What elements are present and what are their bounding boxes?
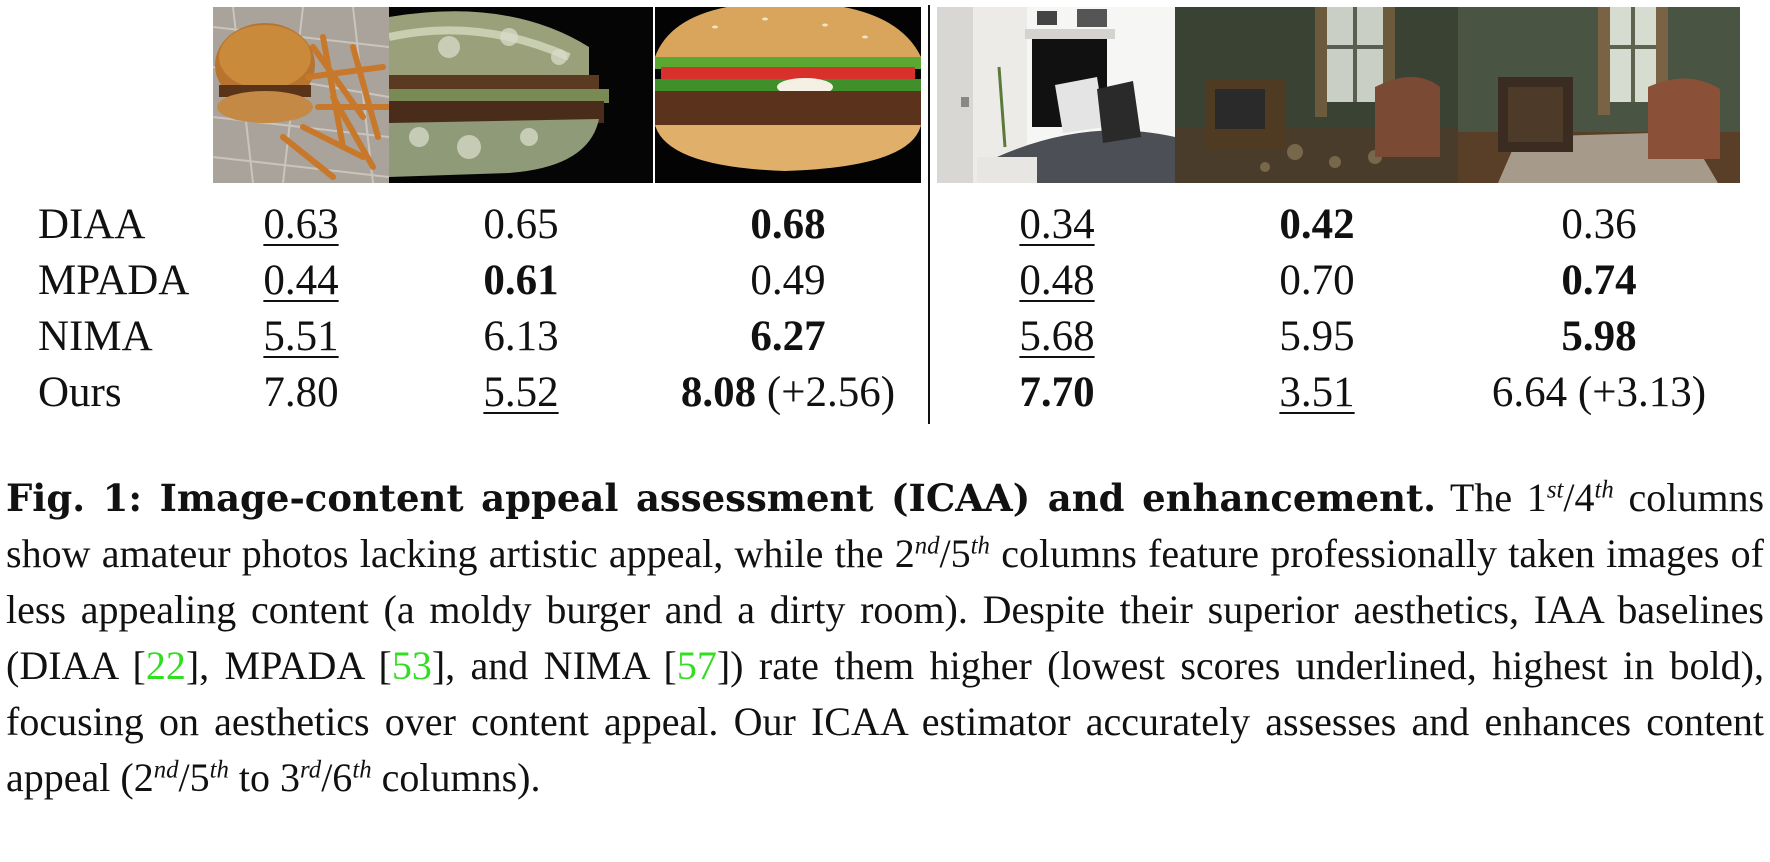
score-gain: (+2.56) (766, 369, 896, 416)
score-cell: 0.63 (263, 201, 339, 248)
caption-sup: th (352, 756, 372, 784)
score-cell: 5.98 (1561, 313, 1637, 360)
citation-link[interactable]: 57 (676, 643, 717, 688)
score-cell: 5.95 (1279, 313, 1355, 360)
figure-caption: Fig. 1: Image-content appeal assessment … (6, 470, 1764, 806)
score-cell: 0.68 (750, 201, 826, 248)
caption-text: ]) rate them higher (lowest scores under… (6, 643, 1764, 800)
row-label-ours: Ours (38, 369, 122, 416)
citation-link[interactable]: 53 (391, 643, 432, 688)
caption-text: /4 (1563, 475, 1595, 520)
score-cell: 7.70 (1019, 369, 1095, 416)
caption-lead: Fig. 1: Image-content appeal assessment … (6, 476, 1436, 520)
row-label-mpada: MPADA (38, 257, 190, 304)
caption-text: The 1 (1435, 475, 1547, 520)
caption-text: ], and NIMA [ (431, 643, 677, 688)
caption-text: to 3 (228, 755, 301, 800)
score-cell-with-gain: 6.64 (+3.13) (1492, 368, 1706, 418)
score-cell: 0.44 (263, 257, 339, 304)
caption-sup: th (209, 756, 229, 784)
score-gain: (+3.13) (1577, 369, 1707, 416)
photo-moldy-burger (389, 7, 653, 183)
caption-text: columns show amateur photos lacking arti… (6, 475, 1765, 576)
score-cell: 0.34 (1019, 201, 1095, 248)
score-cell: 5.68 (1019, 313, 1095, 360)
score-cell: 5.52 (483, 369, 559, 416)
caption-sup: nd (153, 756, 179, 784)
score-cell: 0.42 (1279, 201, 1355, 248)
score-cell: 7.80 (263, 369, 339, 416)
photo-amateur-burger (213, 7, 389, 183)
caption-text: /5 (939, 531, 971, 576)
score-cell: 0.49 (750, 257, 826, 304)
score-cell: 6.13 (483, 313, 559, 360)
citation-link[interactable]: 22 (145, 643, 186, 688)
score-cell: 0.70 (1279, 257, 1355, 304)
row-label-nima: NIMA (38, 313, 153, 360)
score-cell-with-gain: 8.08 (+2.56) (681, 368, 895, 418)
caption-sup: th (1594, 476, 1614, 504)
caption-text: /5 (178, 755, 210, 800)
caption-sup: rd (300, 756, 322, 784)
photo-amateur-room (937, 7, 1175, 183)
score-cell: 6.27 (750, 313, 826, 360)
row-label-diaa: DIAA (38, 201, 146, 248)
caption-sup: st (1546, 476, 1564, 504)
score-value: 8.08 (680, 369, 757, 416)
caption-sup: th (970, 532, 990, 560)
score-cell: 0.74 (1561, 257, 1637, 304)
caption-text: ], MPADA [ (185, 643, 392, 688)
caption-text: columns feature professionally taken ima… (6, 531, 1764, 688)
caption-text: /6 (321, 755, 353, 800)
score-cell: 5.51 (263, 313, 339, 360)
score-cell: 0.61 (483, 257, 559, 304)
column-divider (928, 5, 930, 424)
score-value: 6.64 (1491, 369, 1568, 416)
score-cell: 0.48 (1019, 257, 1095, 304)
photo-enhanced-burger (655, 7, 921, 183)
caption-sup: nd (914, 532, 940, 560)
score-cell: 0.65 (483, 201, 559, 248)
score-cell: 3.51 (1279, 369, 1355, 416)
photo-dirty-room (1175, 7, 1458, 183)
score-cell: 0.36 (1561, 201, 1637, 248)
caption-text: columns). (371, 755, 541, 800)
photo-enhanced-room (1458, 7, 1740, 183)
